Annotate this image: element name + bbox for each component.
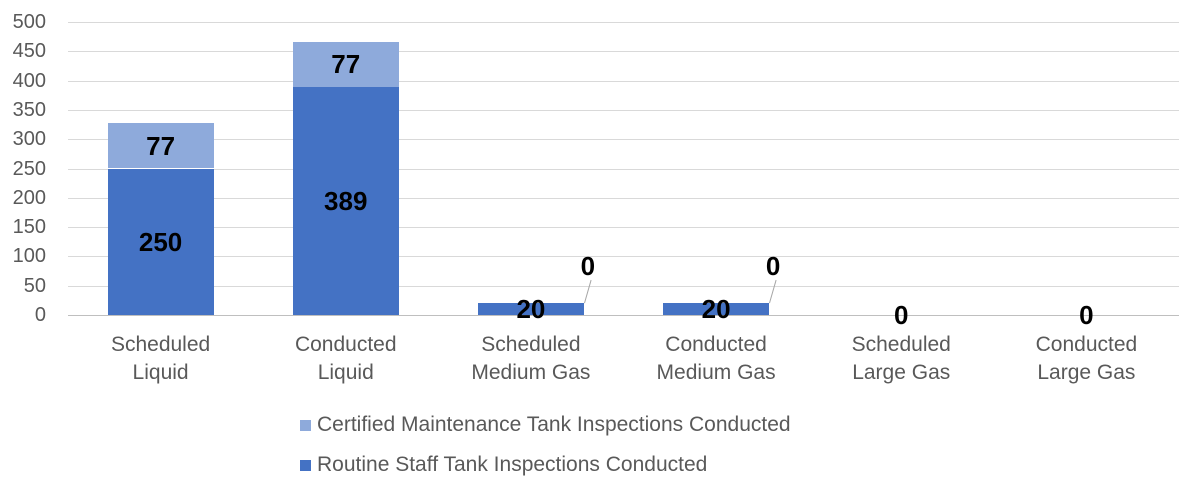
data-label-routine: 250 [138, 226, 183, 257]
gridline [68, 109, 1179, 111]
x-axis-category-label: Scheduled Medium Gas [471, 333, 591, 384]
gridline [68, 256, 1179, 258]
x-axis-category-label: Conducted Large Gas [1035, 333, 1138, 384]
y-axis-tick-label: 0 [34, 304, 46, 326]
data-label-zero-total: 0 [894, 300, 909, 330]
legend-item-certified: Certified Maintenance Tank Inspections C… [300, 413, 791, 437]
data-label-zero-total: 0 [1079, 300, 1094, 330]
legend-swatch-certified [300, 419, 311, 431]
bar-segment-routine [292, 87, 399, 315]
y-axis-tick-label: 100 [12, 245, 46, 268]
y-axis-tick-label: 400 [12, 69, 46, 92]
data-label-routine: 20 [701, 294, 731, 325]
x-axis-line [68, 315, 1179, 316]
bar-segment-routine [107, 168, 214, 315]
x-axis-category-label: Scheduled Large Gas [851, 333, 951, 384]
gridline [68, 168, 1179, 170]
y-axis-tick-label: 150 [12, 216, 46, 239]
legend-swatch-routine [300, 459, 311, 471]
x-axis-category-label: Conducted Liquid [294, 333, 397, 384]
gridline [68, 285, 1179, 287]
bar-segment-routine [663, 303, 770, 315]
data-label-certified-zero: 0 [580, 251, 596, 282]
data-label-certified: 77 [146, 130, 176, 161]
chart-legend: Certified Maintenance Tank Inspections C… [300, 413, 791, 477]
legend-label-certified: Certified Maintenance Tank Inspections C… [317, 413, 791, 436]
gridline [68, 197, 1179, 199]
legend-label-routine: Routine Staff Tank Inspections Conducted [317, 453, 708, 476]
bar-segment-certified [107, 123, 214, 169]
bar-segment-certified [292, 41, 399, 88]
y-axis-tick-label: 500 [12, 11, 46, 33]
legend-item-routine: Routine Staff Tank Inspections Conducted [300, 453, 791, 477]
x-axis-category-label: Scheduled Liquid [110, 333, 211, 384]
gridline [68, 22, 1179, 23]
data-label-routine: 20 [516, 294, 546, 325]
data-label-routine: 389 [324, 186, 368, 217]
y-axis-tick-label: 300 [12, 128, 46, 151]
bar-segment-routine [477, 303, 584, 315]
y-axis-tick-label: 250 [12, 157, 46, 180]
gridline [68, 139, 1179, 141]
gridline [68, 80, 1179, 82]
y-axis-tick-label: 50 [23, 274, 46, 297]
y-axis-tick-label: 350 [12, 98, 46, 121]
x-axis-category-label: Conducted Medium Gas [656, 333, 776, 384]
gridline [68, 51, 1179, 53]
gridline [68, 227, 1179, 229]
data-label-certified: 77 [331, 49, 361, 80]
y-axis-tick-label: 200 [12, 186, 46, 209]
data-label-certified-zero: 0 [765, 251, 781, 282]
y-axis-tick-label: 450 [12, 40, 46, 63]
